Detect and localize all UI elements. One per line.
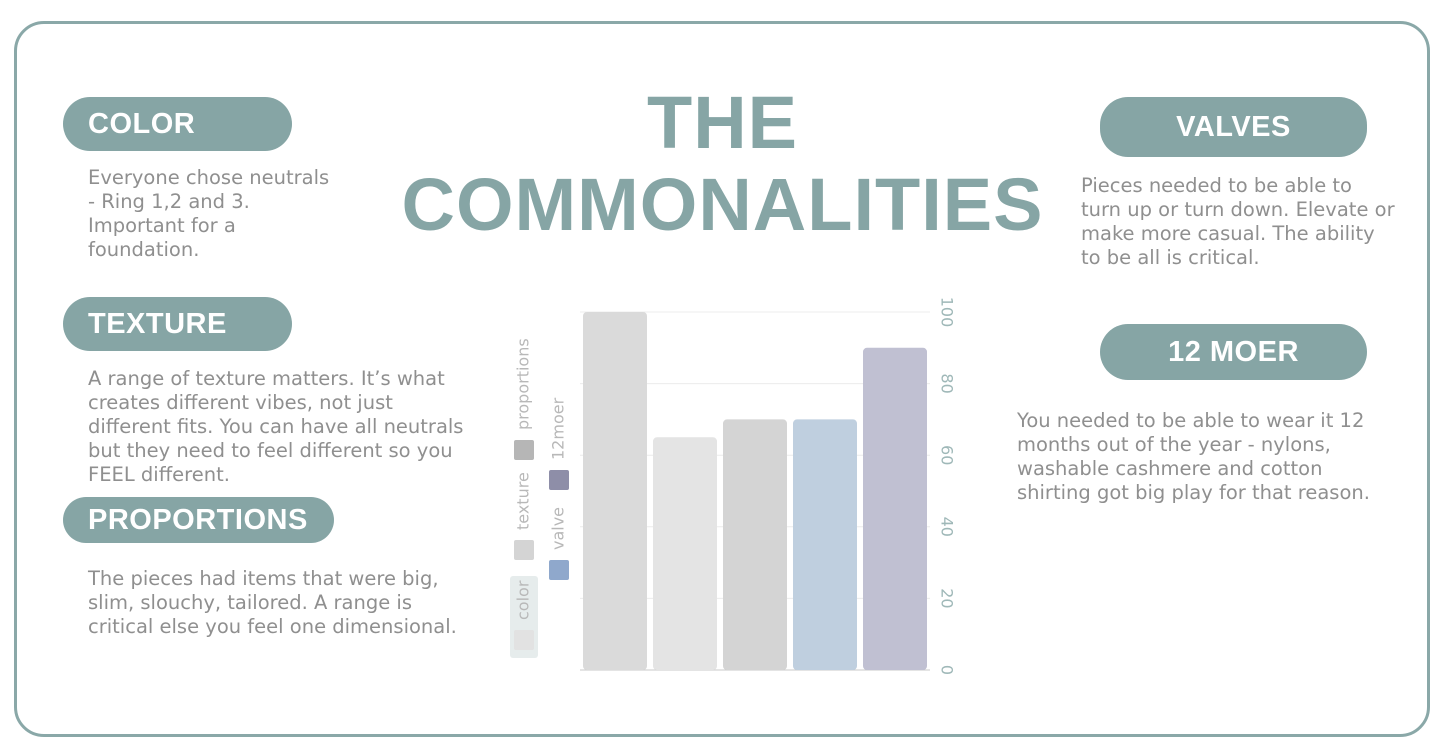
legend-label: valve bbox=[549, 507, 568, 550]
slide-frame bbox=[14, 21, 1430, 737]
y-tick-label: 20 bbox=[938, 588, 957, 608]
title-line-1: THE bbox=[647, 81, 798, 164]
color-heading: COLOR bbox=[63, 97, 292, 151]
valves-heading: VALVES bbox=[1100, 97, 1367, 157]
valves-description: Pieces needed to be able to turn up or t… bbox=[1081, 174, 1395, 269]
legend-label: texture bbox=[514, 472, 533, 530]
legend-swatch bbox=[549, 560, 569, 580]
moer-description: You needed to be able to wear it 12 mont… bbox=[1017, 409, 1370, 504]
legend-label: 12moer bbox=[549, 397, 568, 460]
y-tick-label: 40 bbox=[938, 517, 957, 537]
bar bbox=[723, 419, 787, 670]
legend-label: proportions bbox=[514, 338, 533, 430]
bar bbox=[863, 347, 927, 670]
texture-heading: TEXTURE bbox=[63, 297, 292, 351]
y-tick-label: 80 bbox=[938, 373, 957, 393]
color-description: Everyone chose neutrals - Ring 1,2 and 3… bbox=[88, 166, 330, 261]
title-line-2: COMMONALITIES bbox=[401, 163, 1044, 246]
legend-swatch bbox=[549, 470, 569, 490]
proportions-heading: PROPORTIONS bbox=[63, 497, 334, 543]
legend-swatch bbox=[514, 440, 534, 460]
bar bbox=[583, 312, 647, 670]
texture-description: A range of texture matters. It’s what cr… bbox=[88, 367, 464, 486]
y-tick-label: 0 bbox=[938, 665, 957, 675]
bar bbox=[653, 437, 717, 670]
moer-heading: 12 MOER bbox=[1100, 324, 1367, 380]
y-tick-label: 60 bbox=[938, 445, 957, 465]
legend-swatch bbox=[514, 630, 534, 650]
commonalities-bar-chart: 0 20 40 60 80 100 color texture proportions valve… bbox=[510, 297, 957, 675]
legend-label: color bbox=[514, 580, 533, 620]
page-title: THE COMMONALITIES bbox=[400, 82, 1045, 246]
proportions-description: The pieces had items that were big, slim… bbox=[88, 567, 457, 638]
bar bbox=[793, 419, 857, 670]
legend-swatch bbox=[514, 540, 534, 560]
y-tick-label: 100 bbox=[938, 297, 957, 328]
